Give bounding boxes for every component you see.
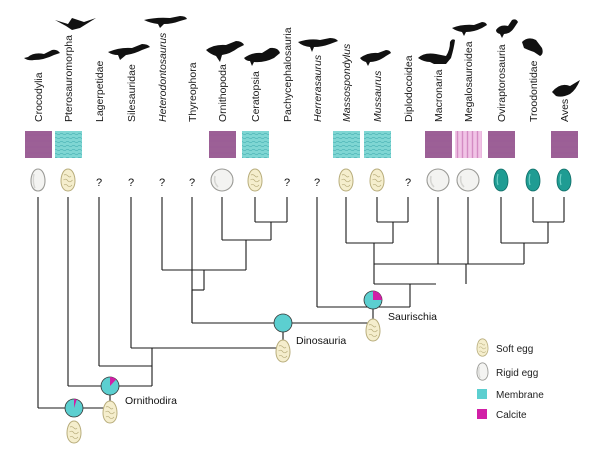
silhouettes xyxy=(24,16,580,97)
calcite-slice xyxy=(110,377,117,386)
sauropod-icon xyxy=(418,39,455,64)
dinosauria-soft-egg-icon xyxy=(275,339,291,363)
unknown-eggshell-mark: ? xyxy=(189,177,195,189)
sauropodomorph-icon xyxy=(360,50,391,66)
legend-rigid-egg-icon xyxy=(476,362,489,381)
taxon-label-silesauridae: Silesauridae xyxy=(126,64,138,122)
saurischia-soft-egg-icon xyxy=(365,318,381,342)
crocodile-icon xyxy=(24,49,60,64)
heterodontosaur-icon xyxy=(144,16,187,28)
taxon-label-diplodocoidea: Diplodocoidea xyxy=(403,55,415,122)
taxon-label-massospondylus: Massospondylus xyxy=(341,43,353,122)
unknown-eggshell-mark: ? xyxy=(128,177,134,189)
taxon-label-troodontidae: Troodontidae xyxy=(528,60,540,122)
legend-calcite-swatch xyxy=(477,409,487,419)
tissue-panel-aves xyxy=(551,131,578,158)
tissue-panel-megalosauroidea xyxy=(455,131,482,158)
taxon-label-thyreophora: Thyreophora xyxy=(187,62,199,122)
ornithopod-icon xyxy=(206,41,244,62)
rigid-egg-icon xyxy=(426,168,450,192)
herrerasaur-icon xyxy=(298,38,338,52)
legend: Soft egg Rigid egg Membrane Calcite xyxy=(476,338,544,421)
teal-egg-icon xyxy=(525,168,541,192)
taxon-label-pterosauromorpha: Pterosauromorpha xyxy=(63,35,75,122)
soft-egg-icon xyxy=(247,168,263,192)
rigid-egg-icon xyxy=(30,168,46,192)
taxon-label-ceratopsia: Ceratopsia xyxy=(250,71,262,122)
silesaurid-icon xyxy=(108,44,150,60)
tissue-panel-crocodylia xyxy=(25,131,52,158)
node-pie-saurischia xyxy=(363,290,383,310)
legend-membrane-swatch xyxy=(477,389,487,399)
pterosaur-icon xyxy=(55,18,96,30)
taxon-label-mussaurus: Mussaurus xyxy=(372,70,384,122)
unknown-eggshell-mark: ? xyxy=(96,177,102,189)
clade-label-dinosauria: Dinosauria xyxy=(296,335,346,347)
legend-membrane-label: Membrane xyxy=(496,390,544,401)
calcite-slice xyxy=(373,291,382,300)
taxon-label-megalosauroidea: Megalosauroidea xyxy=(463,41,475,122)
tissue-panel-pterosauromorpha xyxy=(55,131,82,158)
taxon-label-heterodontosaurus: Heterodontosaurus xyxy=(157,32,169,122)
clade-label-saurischia: Saurischia xyxy=(388,311,437,323)
taxon-labels: Crocodylia Pterosauromorpha Lagerpetidae Si… xyxy=(33,27,571,122)
ornithodira-soft-egg-icon xyxy=(102,400,118,424)
node-pie-root xyxy=(64,398,84,418)
taxon-label-lagerpetidae: Lagerpetidae xyxy=(94,61,106,122)
ceratopsian-icon xyxy=(244,47,280,66)
legend-calcite-label: Calcite xyxy=(496,410,527,421)
tip-eggs: ??????? xyxy=(30,168,572,192)
legend-rigid-egg-label: Rigid egg xyxy=(496,368,538,379)
taxon-label-crocodylia: Crocodylia xyxy=(33,72,45,122)
tissue-panel-macronaria xyxy=(425,131,452,158)
eggshell-tissue-panels xyxy=(25,131,578,158)
node-pie-ornithodira xyxy=(100,376,120,396)
legend-soft-egg-label: Soft egg xyxy=(496,344,533,355)
rigid-egg-icon xyxy=(456,168,480,192)
node-pie-dinosauria xyxy=(273,313,293,333)
tissue-panel-mussaurus xyxy=(364,131,391,158)
calcite-slice xyxy=(74,399,77,408)
unknown-eggshell-mark: ? xyxy=(405,177,411,189)
taxon-label-pachycephalosauria: Pachycephalosauria xyxy=(282,27,294,122)
tissue-panel-oviraptorosauria xyxy=(488,131,515,158)
root-soft-egg-icon xyxy=(66,420,82,444)
legend-soft-egg-icon xyxy=(476,338,489,357)
ancestral-state-nodes xyxy=(64,290,383,418)
tree-branches xyxy=(37,197,565,409)
tissue-panel-massospondylus xyxy=(333,131,360,158)
tissue-panel-ornithopoda xyxy=(209,131,236,158)
oviraptor-icon xyxy=(496,19,518,38)
unknown-eggshell-mark: ? xyxy=(159,177,165,189)
taxon-label-ornithopoda: Ornithopoda xyxy=(217,64,229,122)
soft-egg-icon xyxy=(338,168,354,192)
rigid-egg-icon xyxy=(210,168,234,192)
membrane-slice xyxy=(273,313,293,333)
unknown-eggshell-mark: ? xyxy=(284,177,290,189)
taxon-label-herrerasaurus: Herrerasaurus xyxy=(312,54,324,122)
teal-egg-icon xyxy=(556,168,572,192)
theropod-icon xyxy=(452,22,487,36)
clade-label-ornithodira: Ornithodira xyxy=(125,395,177,407)
bird-icon xyxy=(552,80,580,97)
soft-egg-icon xyxy=(369,168,385,192)
tissue-panel-ceratopsia xyxy=(242,131,269,158)
troodontid-icon xyxy=(522,38,543,56)
soft-egg-icon xyxy=(60,168,76,192)
unknown-eggshell-mark: ? xyxy=(314,177,320,189)
taxon-label-oviraptorosauria: Oviraptorosauria xyxy=(496,44,508,122)
taxon-label-macronaria: Macronaria xyxy=(433,69,445,122)
teal-egg-icon xyxy=(493,168,509,192)
taxon-label-aves: Aves xyxy=(559,99,571,122)
